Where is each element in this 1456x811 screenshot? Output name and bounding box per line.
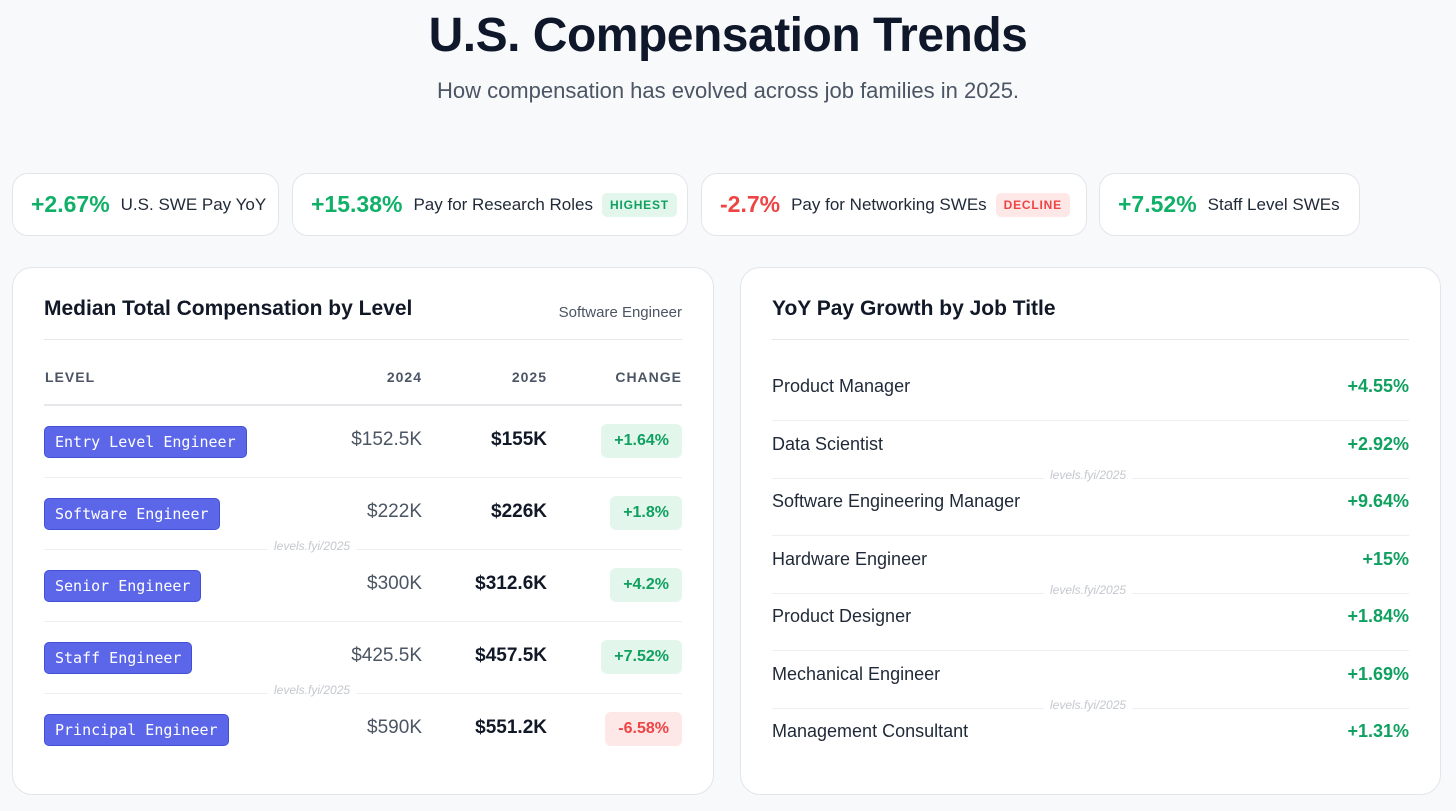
watermark: levels.fyi/2025: [1044, 583, 1133, 597]
growth-value: +1.69%: [1347, 664, 1409, 684]
value-2024: $590K: [367, 717, 422, 738]
level-chip: Senior Engineer: [44, 570, 202, 602]
column-header-change: CHANGE: [615, 369, 682, 385]
table-header-divider: [44, 404, 682, 406]
job-title: Hardware Engineer: [772, 549, 928, 569]
decline-badge: DECLINE: [995, 192, 1070, 217]
list-item: Software Engineering Manager +9.64%: [772, 478, 1409, 536]
watermark: levels.fyi/2025: [268, 539, 357, 553]
level-chip: Entry Level Engineer: [44, 426, 247, 458]
growth-value: +2.92%: [1347, 434, 1409, 454]
list-item: Product Designer +1.84%: [772, 593, 1409, 651]
value-2025: $551.2K: [475, 717, 547, 738]
yoy-growth-panel: YoY Pay Growth by Job Title Product Mana…: [740, 267, 1441, 795]
column-header-level: LEVEL: [45, 369, 96, 385]
watermark: levels.fyi/2025: [268, 683, 357, 697]
growth-value: +15%: [1362, 549, 1409, 569]
growth-value: +4.55%: [1347, 376, 1409, 396]
job-title: Management Consultant: [772, 721, 969, 741]
stat-label: Pay for Research Roles: [413, 194, 593, 214]
value-2025: $226K: [491, 501, 547, 522]
value-2024: $425.5K: [351, 645, 422, 666]
job-title: Mechanical Engineer: [772, 664, 941, 684]
table-row: Software Engineer $222K $226K +1.8%: [44, 478, 682, 550]
change-badge: +7.52%: [601, 640, 682, 674]
table-row: Entry Level Engineer $152.5K $155K +1.64…: [44, 406, 682, 478]
stat-value: -2.7%: [720, 191, 781, 217]
table-row: Principal Engineer $590K $551.2K -6.58%: [44, 694, 682, 766]
stat-card-staff-level: +7.52% Staff Level SWEs: [1099, 173, 1360, 236]
stat-label: Pay for Networking SWEs: [791, 194, 987, 214]
stat-card-networking-swes: -2.7% Pay for Networking SWEs DECLINE: [701, 173, 1087, 236]
change-badge: -6.58%: [605, 712, 682, 746]
change-badge: +4.2%: [610, 568, 682, 602]
stat-card-research-roles: +15.38% Pay for Research Roles HIGHEST: [292, 173, 688, 236]
column-header-2025: 2025: [511, 369, 547, 385]
stat-value: +7.52%: [1118, 191, 1197, 217]
watermark: levels.fyi/2025: [1044, 698, 1133, 712]
highest-badge: HIGHEST: [601, 192, 677, 217]
value-2024: $152.5K: [351, 429, 422, 450]
list-item: Management Consultant +1.31%: [772, 708, 1409, 766]
watermark: levels.fyi/2025: [1044, 468, 1133, 482]
growth-value: +1.84%: [1347, 606, 1409, 626]
divider: [44, 339, 682, 340]
level-chip: Principal Engineer: [44, 714, 229, 746]
level-chip: Software Engineer: [44, 498, 220, 530]
job-title: Product Manager: [772, 376, 911, 396]
stat-value: +2.67%: [31, 191, 110, 217]
job-title: Data Scientist: [772, 434, 884, 454]
panel-subtitle: Software Engineer: [558, 304, 682, 321]
table-row: Senior Engineer $300K $312.6K +4.2%: [44, 550, 682, 622]
value-2025: $312.6K: [475, 573, 547, 594]
divider: [772, 339, 1409, 340]
table-row: Staff Engineer $425.5K $457.5K +7.52%: [44, 622, 682, 694]
value-2024: $222K: [367, 501, 422, 522]
stat-label: U.S. SWE Pay YoY: [120, 194, 267, 214]
growth-value: +9.64%: [1347, 491, 1409, 511]
job-title: Product Designer: [772, 606, 912, 626]
page-subtitle: How compensation has evolved across job …: [436, 78, 1020, 103]
growth-value: +1.31%: [1347, 721, 1409, 741]
value-2024: $300K: [367, 573, 422, 594]
stat-card-swe-pay-yoy: +2.67% U.S. SWE Pay YoY: [12, 173, 279, 236]
stat-value: +15.38%: [311, 191, 403, 217]
column-header-2024: 2024: [386, 369, 422, 385]
median-compensation-panel: Median Total Compensation by Level Softw…: [12, 267, 714, 795]
change-badge: +1.8%: [610, 496, 682, 530]
level-chip: Staff Engineer: [44, 642, 193, 674]
change-badge: +1.64%: [601, 424, 682, 458]
list-item: Product Manager +4.55%: [772, 363, 1409, 421]
stat-label: Staff Level SWEs: [1207, 194, 1340, 214]
value-2025: $155K: [491, 429, 547, 450]
job-title: Software Engineering Manager: [772, 491, 1021, 511]
panel-title: YoY Pay Growth by Job Title: [772, 297, 1056, 320]
page-title: U.S. Compensation Trends: [428, 9, 1028, 62]
panel-title: Median Total Compensation by Level: [44, 297, 413, 320]
value-2025: $457.5K: [475, 645, 547, 666]
